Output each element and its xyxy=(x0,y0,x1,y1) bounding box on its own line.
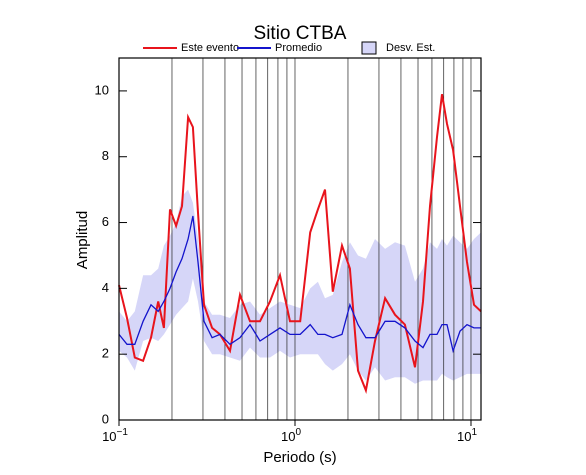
y-tick-label: 0 xyxy=(102,411,109,426)
x-tick-label: 100 xyxy=(281,427,301,445)
y-axis-label: Amplitud xyxy=(74,211,91,269)
x-tick-label: 101 xyxy=(457,427,477,445)
x-axis-label: Periodo (s) xyxy=(263,449,336,466)
y-tick-label: 6 xyxy=(102,214,109,229)
y-tick-label: 2 xyxy=(102,346,109,361)
x-tick-exponent: −1 xyxy=(117,427,129,438)
chart-title: Sitio CTBA xyxy=(254,23,347,44)
line xyxy=(118,215,481,354)
plot-frame xyxy=(118,57,482,421)
x-tick-label: 10−1 xyxy=(102,427,128,445)
x-tick-exponent: 0 xyxy=(295,427,301,438)
y-tick-label: 4 xyxy=(102,280,109,295)
y-tick-label: 10 xyxy=(95,82,109,97)
x-tick-base: 10 xyxy=(102,429,116,444)
x-tick-base: 10 xyxy=(281,429,295,444)
x-tick-exponent: 1 xyxy=(471,427,477,438)
x-tick-base: 10 xyxy=(457,429,471,444)
legend-label: Este evento xyxy=(181,42,239,54)
legend-label: Desv. Est. xyxy=(386,42,435,54)
line xyxy=(118,94,482,394)
legend-label: Promedio xyxy=(275,42,322,54)
y-tick-label: 8 xyxy=(102,148,109,163)
std-band xyxy=(119,189,481,384)
legend-swatch xyxy=(361,41,377,55)
